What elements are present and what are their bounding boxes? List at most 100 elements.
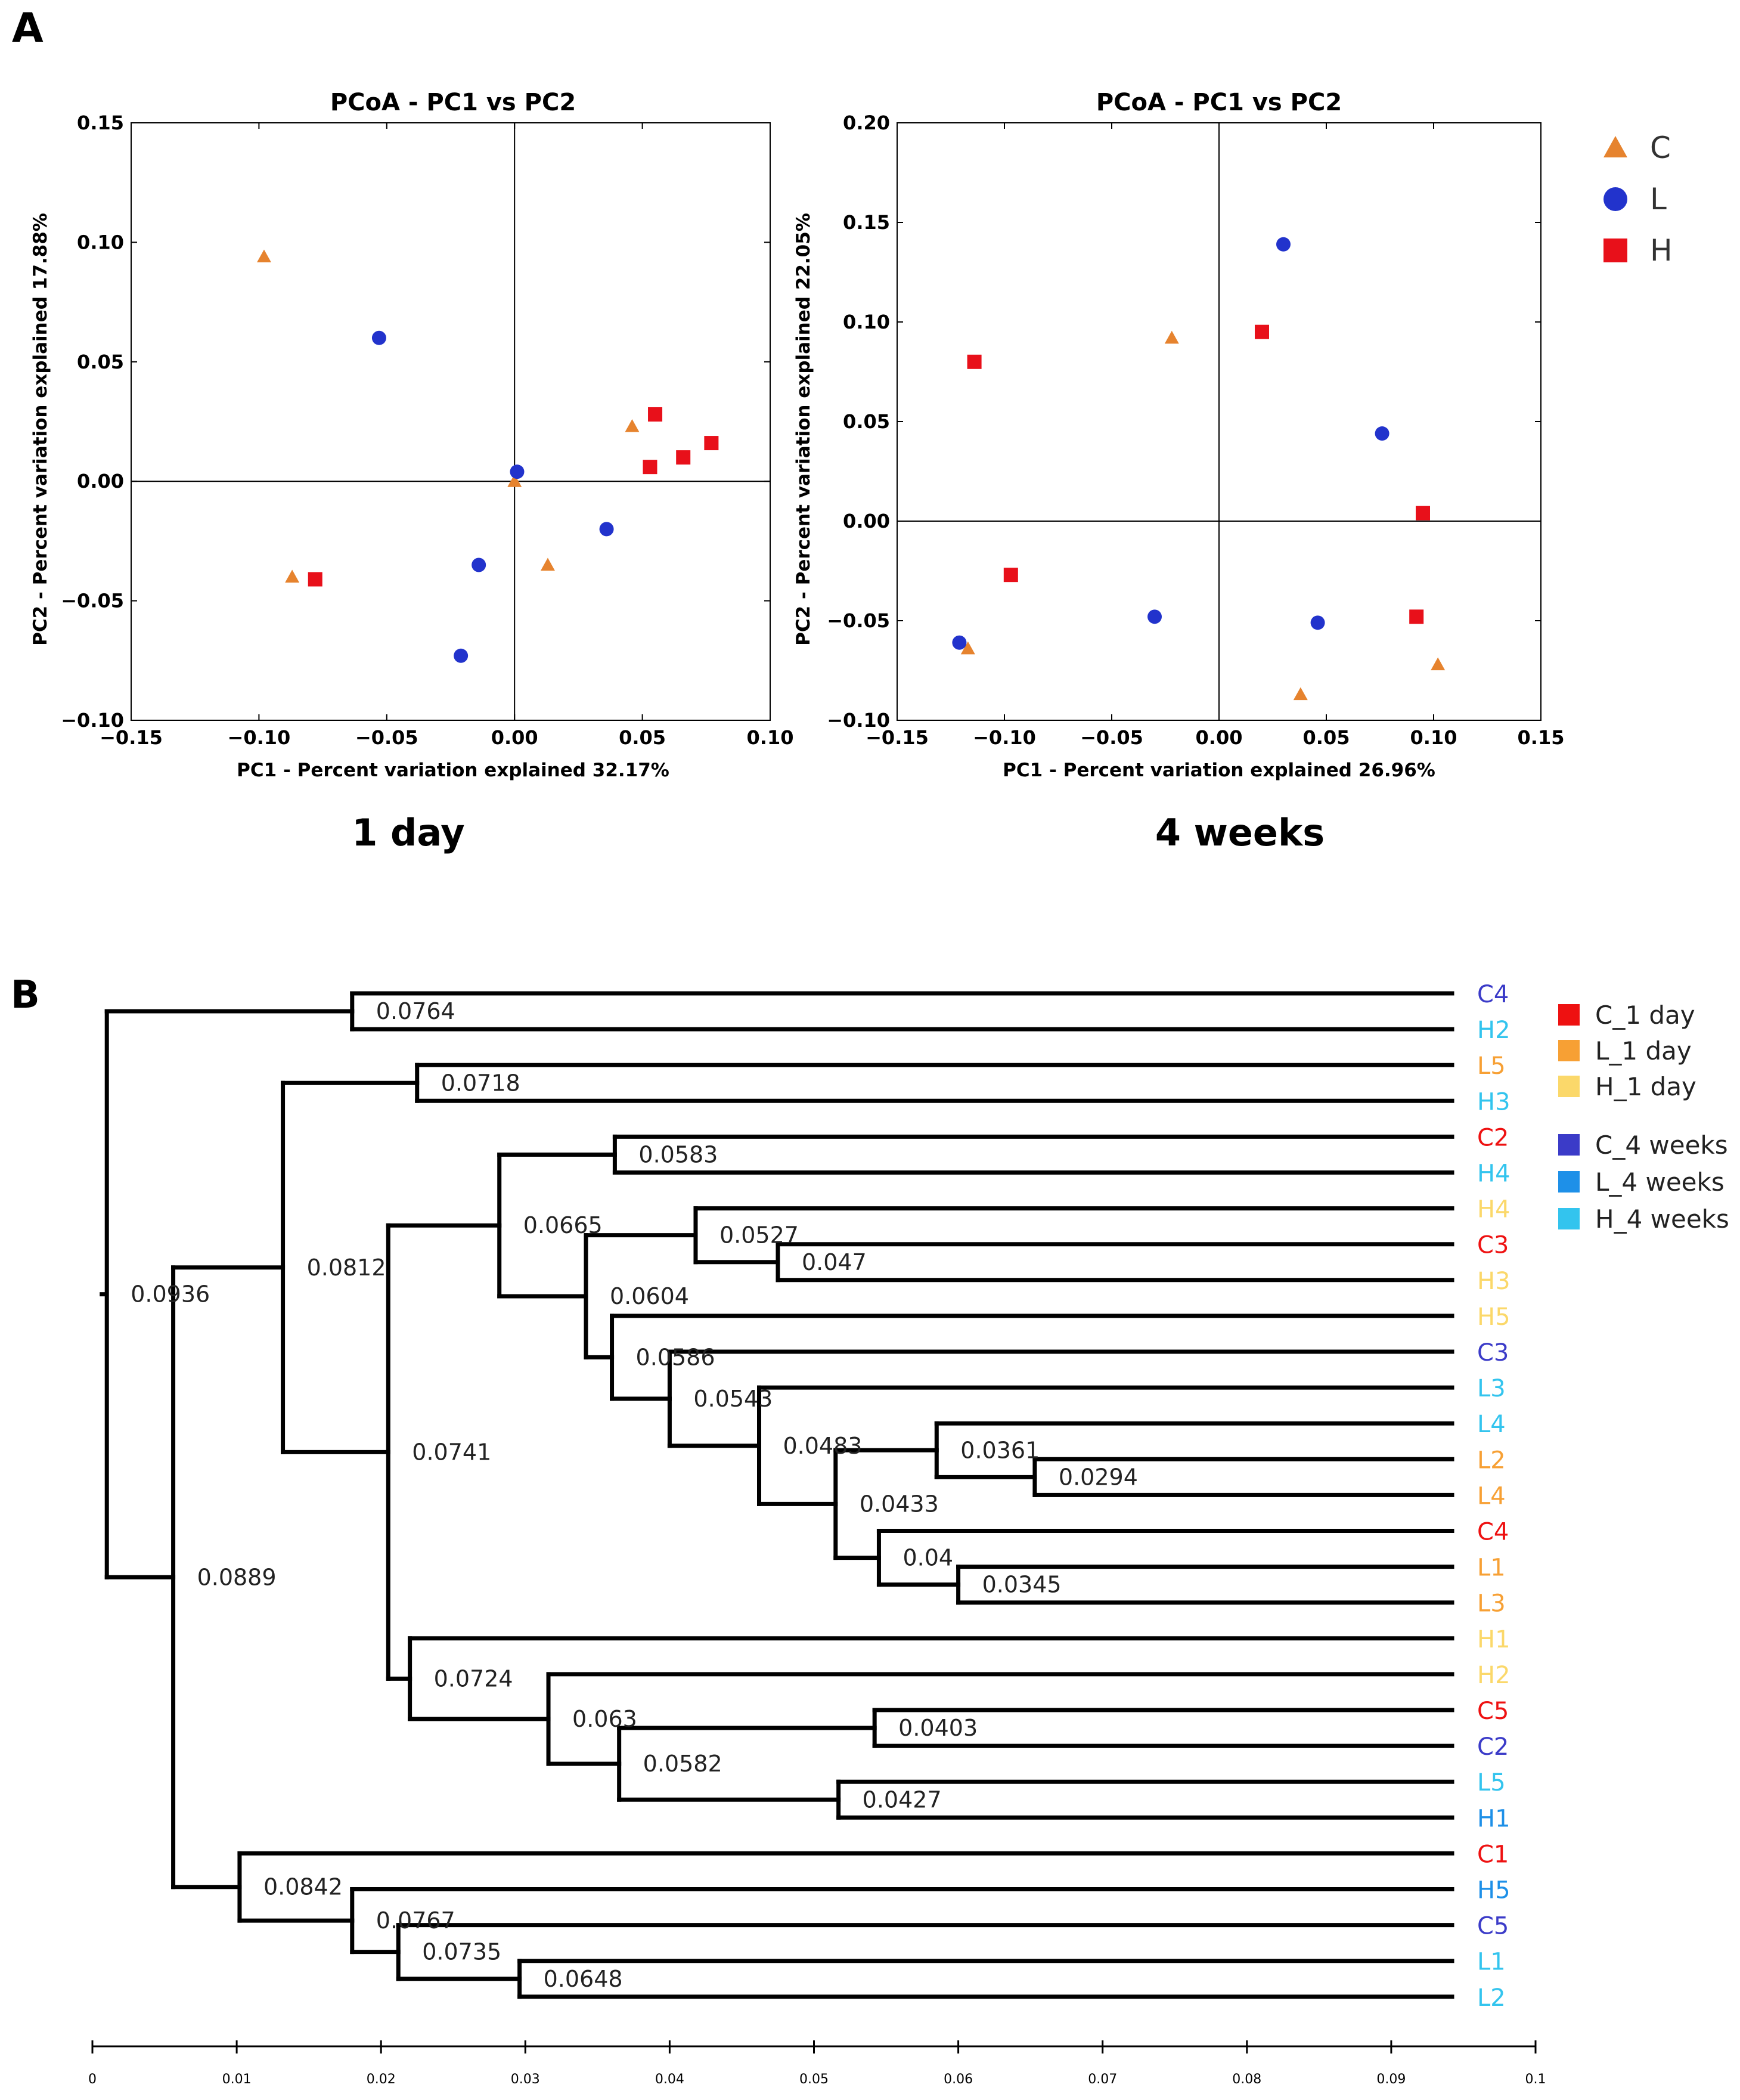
node-distance-label: 0.0767	[376, 1907, 455, 1934]
plot2-point-C	[1431, 657, 1446, 671]
node-distance-label: 0.0586	[636, 1344, 715, 1370]
plot2-point-C	[960, 641, 975, 655]
plot2-xtick-label: −0.05	[1080, 726, 1143, 749]
legend-b-swatch	[1558, 1134, 1580, 1156]
plot2-xtick-label: 0.05	[1303, 726, 1350, 749]
leaf-label: C3	[1477, 1339, 1509, 1367]
plot1-xtick-label: 0.00	[491, 726, 538, 749]
plot1-xtick-label: −0.05	[355, 726, 418, 749]
legend-b-swatch	[1558, 1208, 1580, 1229]
plot2-ytick-label: 0.20	[843, 111, 890, 134]
plot2-ytick-label: −0.05	[827, 609, 890, 632]
legend-b-label: C_1 day	[1595, 1001, 1695, 1030]
leaf-label: C2	[1477, 1733, 1509, 1761]
leaf-label: L2	[1477, 1447, 1506, 1474]
plot1-xlabel: PC1 - Percent variation explained 32.17%	[237, 760, 669, 781]
plot1-point-H	[308, 572, 322, 587]
leaf-label: L4	[1477, 1482, 1506, 1510]
plot2-ytick-label: 0.00	[843, 510, 890, 532]
plot2-point-H	[1416, 506, 1430, 521]
plot1-point-L	[510, 464, 525, 479]
leaf-label: L5	[1477, 1052, 1506, 1080]
leaf-label: H1	[1477, 1626, 1511, 1653]
plot1-title: PCoA - PC1 vs PC2	[330, 89, 576, 116]
node-distance-label: 0.0527	[719, 1222, 799, 1249]
node-distance-label: 0.0889	[197, 1564, 277, 1590]
dendro-axis-tick-label: 0.05	[799, 2072, 829, 2087]
leaf-label: C5	[1477, 1698, 1509, 1725]
legend-a-marker-L	[1603, 187, 1627, 211]
leaf-label: H4	[1477, 1160, 1511, 1188]
node-distance-label: 0.0294	[1059, 1464, 1138, 1490]
plot1-point-H	[643, 460, 657, 475]
plot1-point-L	[599, 522, 614, 537]
plot2-ylabel: PC2 - Percent variation explained 22.05%	[793, 213, 814, 646]
pcoa-plot-1-day: PCoA - PC1 vs PC2 PC1 - Percent variatio…	[30, 89, 793, 854]
node-distance-label: 0.0764	[376, 998, 455, 1024]
node-distance-label: 0.0433	[860, 1491, 939, 1517]
plot2-xtick-label: −0.10	[973, 726, 1036, 749]
plot2-xtick-label: 0.00	[1196, 726, 1243, 749]
plot2-ytick-label: 0.10	[843, 311, 890, 333]
plot1-point-C	[507, 474, 522, 487]
leaf-label: L2	[1477, 1984, 1506, 2012]
legend-a-label-H: H	[1650, 233, 1673, 268]
dendro-axis-tick-label: 0.06	[944, 2072, 973, 2087]
panel-a-label: A	[12, 5, 44, 52]
plot2-point-H	[1003, 568, 1018, 583]
leaf-label: H3	[1477, 1268, 1511, 1295]
dendro-axis-tick-label: 0	[88, 2072, 97, 2087]
leaf-label: L1	[1477, 1554, 1506, 1582]
legend-b-swatch	[1558, 1076, 1580, 1097]
dendro-axis-tick-label: 0.08	[1232, 2072, 1261, 2087]
legend-b-swatch	[1558, 1004, 1580, 1026]
plot2-point-H	[967, 354, 982, 369]
plot2-ytick-label: 0.05	[843, 410, 890, 433]
plot1-point-C	[285, 569, 300, 583]
node-distance-label: 0.0361	[960, 1437, 1040, 1463]
plot1-point-C	[625, 419, 640, 432]
leaf-label: C1	[1477, 1841, 1509, 1868]
pcoa-plot-4-weeks: PCoA - PC1 vs PC2 PC1 - Percent variatio…	[793, 89, 1564, 854]
node-distance-label: 0.0582	[643, 1751, 722, 1777]
plot1-ytick-label: 0.05	[77, 351, 124, 373]
legend-b-label: L_4 weeks	[1595, 1167, 1725, 1197]
plot2-xtick-label: 0.10	[1410, 726, 1457, 749]
leaf-label: H2	[1477, 1662, 1511, 1689]
plot1-xtick-label: −0.10	[228, 726, 291, 749]
leaf-label: H3	[1477, 1088, 1511, 1116]
plot2-point-L	[952, 635, 967, 650]
leaf-label: L5	[1477, 1769, 1506, 1797]
plot2-point-C	[1293, 687, 1308, 701]
node-distance-label: 0.063	[572, 1706, 637, 1732]
node-distance-label: 0.0648	[544, 1966, 623, 1992]
leaf-label: L1	[1477, 1949, 1506, 1976]
plot1-point-L	[454, 648, 469, 663]
node-distance-label: 0.0936	[131, 1281, 210, 1308]
plot2-point-H	[1409, 609, 1424, 624]
node-distance-label: 0.0741	[412, 1439, 491, 1465]
plot1-point-H	[648, 407, 663, 422]
plot1-point-H	[676, 450, 691, 465]
legend-b-label: C_4 weeks	[1595, 1130, 1728, 1160]
plot2-point-L	[1310, 615, 1325, 630]
plot2-xtick-label: −0.15	[866, 726, 929, 749]
dendro-axis-tick-label: 0.09	[1376, 2072, 1406, 2087]
legend-a-label-C: C	[1650, 131, 1671, 165]
legend-b-label: H_1 day	[1595, 1072, 1696, 1101]
leaf-label: C5	[1477, 1913, 1509, 1940]
plot2-body: −0.15 −0.10 −0.05 0.00 0.05 0.10 0.15−0.10−0.0…	[827, 111, 1564, 749]
plot1-body: −0.15 −0.10 −0.05 0.00 0.05 0.10−0.10−0.050.0…	[61, 111, 793, 749]
node-distance-label: 0.04	[902, 1545, 953, 1571]
plot1-point-C	[540, 557, 555, 571]
node-distance-label: 0.0483	[783, 1433, 863, 1459]
dendro-axis-tick-label: 0.02	[367, 2072, 396, 2087]
plot1-caption: 1 day	[352, 811, 464, 854]
plot1-point-L	[472, 557, 486, 572]
node-distance-label: 0.0812	[307, 1255, 386, 1281]
dendro-axis-tick-label: 0.07	[1088, 2072, 1117, 2087]
leaf-label: C4	[1477, 1519, 1509, 1546]
legend-a-marker-C	[1603, 136, 1627, 157]
leaf-label: H4	[1477, 1196, 1511, 1224]
